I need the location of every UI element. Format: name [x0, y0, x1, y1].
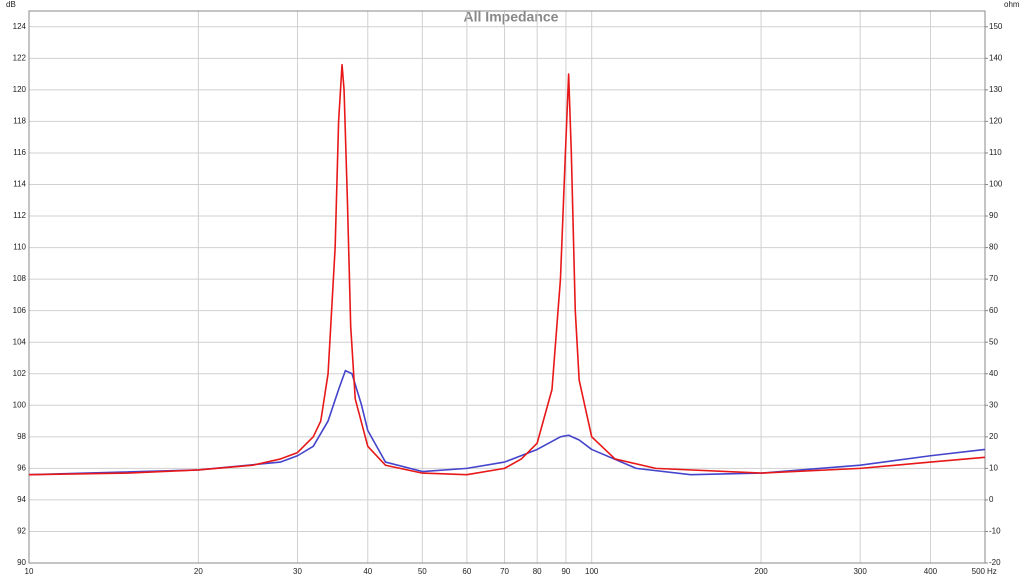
x-tick-label: 10 [25, 567, 34, 576]
y-tick-label: 116 [13, 148, 26, 157]
y-tick-label: 104 [13, 337, 27, 346]
y2-tick-label: 60 [989, 306, 998, 315]
y2-tick-label: 130 [989, 85, 1003, 94]
y-tick-label: 118 [13, 117, 26, 126]
y-tick-label: 114 [13, 180, 26, 189]
x-tick-label: 40 [363, 567, 372, 576]
y-tick-label: 120 [13, 85, 27, 94]
y-tick-label: 100 [13, 400, 27, 409]
x-tick-label: 300 [853, 567, 867, 576]
x-tick-label: 90 [561, 567, 570, 576]
y2-axis-label: ohm [1004, 0, 1020, 9]
x-tick-label: 60 [462, 567, 471, 576]
y2-tick-label: 80 [989, 243, 998, 252]
y-tick-label: 106 [13, 306, 27, 315]
x-tick-label: 400 [924, 567, 938, 576]
y2-tick-label: 20 [989, 432, 998, 441]
y2-tick-label: 70 [989, 274, 998, 283]
y2-tick-label: 150 [989, 22, 1003, 31]
y-tick-label: 124 [13, 22, 27, 31]
x-tick-label: 500 [972, 567, 986, 576]
y-tick-label: 90 [17, 558, 26, 567]
x-tick-label: 50 [418, 567, 427, 576]
y2-tick-label: 140 [989, 53, 1003, 62]
x-tick-label: 30 [293, 567, 302, 576]
x-tick-label: 20 [194, 567, 203, 576]
y2-tick-label: 90 [989, 211, 998, 220]
x-tick-label: 80 [533, 567, 542, 576]
y2-tick-label: 120 [989, 117, 1003, 126]
x-tick-label: 100 [585, 567, 599, 576]
y2-tick-label: 100 [989, 180, 1003, 189]
y-tick-label: 96 [17, 463, 26, 472]
y2-tick-label: 10 [989, 463, 998, 472]
chart-title: All Impedance [464, 9, 559, 25]
y-tick-label: 108 [13, 274, 27, 283]
y-tick-label: 112 [13, 211, 26, 220]
y-tick-label: 94 [17, 495, 26, 504]
plot-border [28, 10, 986, 564]
y-axis-label: dB [6, 0, 16, 9]
y-tick-label: 92 [17, 527, 26, 536]
y2-tick-label: 0 [989, 495, 994, 504]
y2-tick-label: 110 [989, 148, 1002, 157]
y-tick-label: 98 [17, 432, 26, 441]
impedance-line [28, 63, 986, 476]
y-tick-label: 110 [13, 243, 26, 252]
y2-tick-label: -20 [989, 558, 1001, 567]
impedance-line [28, 369, 986, 476]
y2-tick-label: 30 [989, 400, 998, 409]
x-tick-label: 200 [754, 567, 768, 576]
y-tick-label: 102 [13, 369, 27, 378]
x-tick-label: 70 [500, 567, 509, 576]
x-unit-label: Hz [987, 567, 997, 576]
y2-tick-label: 50 [989, 337, 998, 346]
y-tick-label: 122 [13, 53, 27, 62]
y2-tick-label: 40 [989, 369, 998, 378]
y2-tick-label: -10 [989, 527, 1001, 536]
